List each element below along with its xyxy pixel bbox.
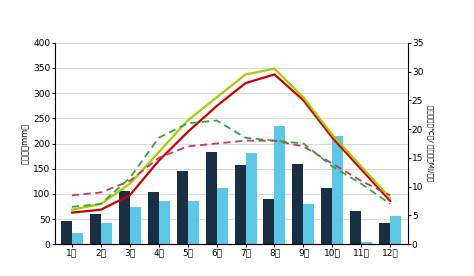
Bar: [390, 216, 401, 244]
Bar: [361, 242, 373, 244]
Y-axis label: 降水量（mm）: 降水量（mm）: [21, 123, 30, 164]
Bar: [177, 171, 188, 244]
Text: 関西（大阪）: 関西（大阪）: [11, 17, 59, 30]
Bar: [274, 126, 285, 244]
Bar: [148, 192, 159, 244]
Bar: [90, 214, 101, 244]
Bar: [188, 201, 199, 244]
Bar: [217, 188, 228, 244]
Bar: [61, 221, 72, 244]
Bar: [72, 233, 83, 244]
Bar: [321, 188, 332, 244]
Bar: [350, 211, 361, 244]
Bar: [101, 223, 112, 244]
Y-axis label: 平均気温（℃）/ 日射量（MJ/㎡）: 平均気温（℃）/ 日射量（MJ/㎡）: [428, 105, 434, 182]
Bar: [292, 164, 303, 244]
Bar: [246, 153, 256, 244]
Bar: [379, 223, 390, 244]
Bar: [159, 201, 170, 244]
Bar: [130, 208, 141, 244]
Bar: [303, 204, 314, 244]
Bar: [264, 199, 274, 244]
Bar: [235, 165, 246, 244]
Bar: [119, 191, 130, 244]
Bar: [206, 152, 217, 244]
Bar: [332, 136, 343, 244]
